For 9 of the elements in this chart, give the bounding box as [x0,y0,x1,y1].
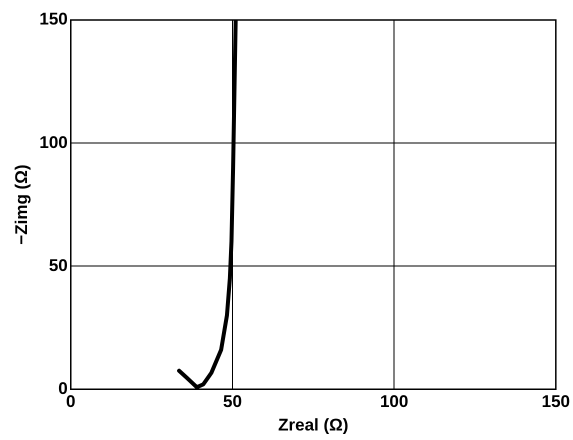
y-tick-label: 50 [48,256,68,275]
y-axis-title: −Zimg (Ω) [12,164,31,245]
x-tick-label: 150 [542,392,570,412]
x-axis-title: Zreal (Ω) [278,415,348,434]
y-tick-label: 0 [58,378,68,398]
x-tick-label: 50 [222,392,242,412]
y-tick-label: 100 [39,132,68,152]
x-tick-label: 100 [380,392,408,412]
y-tick-label: 150 [39,10,68,29]
